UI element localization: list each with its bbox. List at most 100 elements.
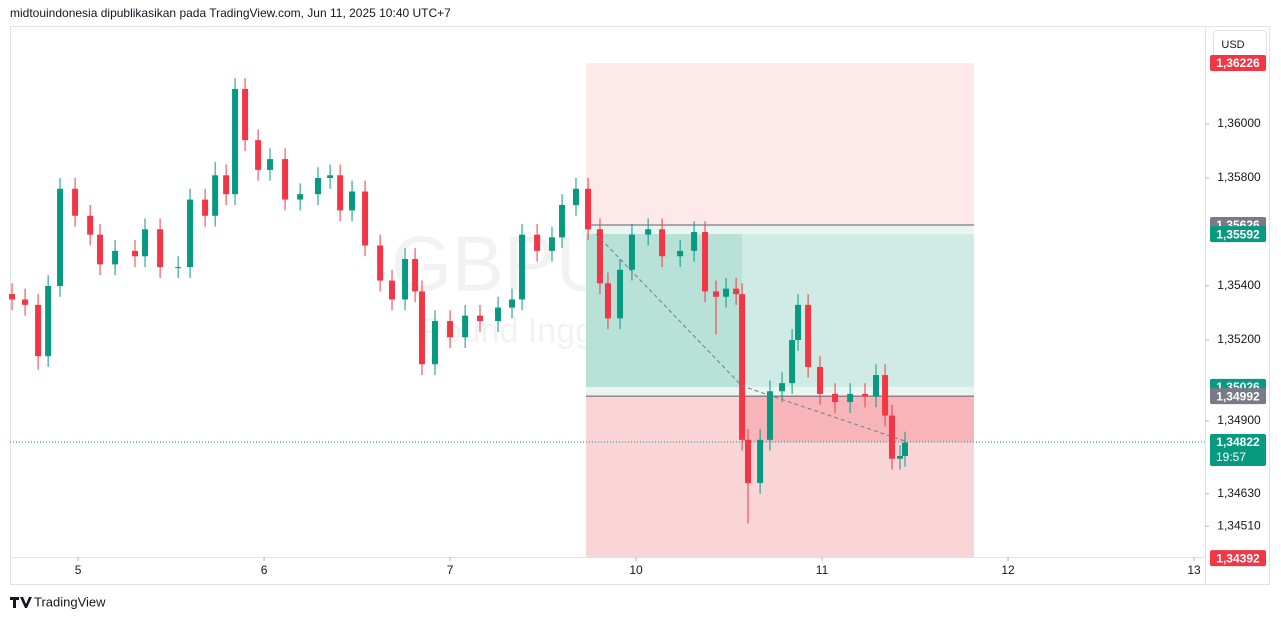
price-tag — [1210, 226, 1266, 243]
candle-body — [805, 304, 812, 367]
candle-body — [232, 88, 239, 195]
x-tick-label: 7 — [447, 563, 454, 577]
x-tick-label: 5 — [75, 563, 82, 577]
price-tag — [1210, 434, 1266, 467]
x-tick-label: 10 — [629, 563, 643, 577]
candle-body — [713, 291, 720, 297]
candle-body — [157, 229, 164, 268]
price-tag — [1210, 54, 1266, 71]
candles — [9, 78, 908, 524]
price-tag — [1210, 388, 1266, 405]
candle-body — [882, 375, 889, 416]
x-tick-label: 11 — [816, 563, 829, 577]
candle-body — [495, 307, 502, 322]
price-tag-label: 1,36226 — [1216, 56, 1260, 70]
candle-body — [604, 283, 611, 319]
candle-body — [559, 204, 566, 238]
zones — [10, 62, 1205, 559]
candle-body — [315, 177, 322, 195]
brand-logo — [10, 597, 32, 608]
candle-body — [585, 188, 592, 230]
x-tick-label: 6 — [261, 563, 268, 577]
currency-label[interactable]: USD — [1221, 39, 1244, 51]
candle-body — [596, 229, 603, 284]
candle-body — [377, 245, 384, 281]
candle-body — [431, 321, 438, 365]
candle-body — [45, 285, 52, 357]
price-tag-label: 1,34992 — [1216, 389, 1260, 403]
candle-body — [816, 366, 823, 394]
candle-body — [447, 321, 454, 338]
candle-body — [9, 294, 16, 300]
price-tag-countdown: 19:57 — [1216, 450, 1246, 464]
candle-body — [402, 258, 409, 300]
candle-body — [112, 250, 119, 265]
y-tick-label: 1,35200 — [1217, 332, 1261, 346]
y-tick-label: 1,36000 — [1217, 116, 1261, 130]
candle-body — [617, 269, 624, 319]
price-tag — [1210, 550, 1266, 567]
candle-body — [757, 439, 764, 484]
candle-body — [212, 175, 219, 216]
candle-body — [97, 234, 104, 265]
candle-body — [534, 234, 541, 251]
candle-body — [691, 231, 698, 251]
candle-body — [297, 194, 304, 200]
candle-body — [901, 442, 908, 457]
position-zone — [742, 396, 974, 443]
trend-sketch — [595, 233, 906, 442]
candle-body — [349, 191, 356, 211]
candle-body — [242, 88, 249, 141]
y-tick-label: 1,34630 — [1217, 486, 1261, 500]
candle-body — [267, 159, 274, 170]
candle-body — [779, 383, 786, 392]
x-tick-label: 13 — [1187, 563, 1201, 577]
candle-body — [362, 191, 369, 246]
candle-body — [862, 393, 869, 397]
brand-name: TradingView — [34, 594, 106, 609]
candle-body — [327, 175, 334, 178]
candle-body — [389, 280, 396, 300]
candle-body — [832, 393, 839, 403]
candle-body — [847, 393, 854, 403]
x-tick-label: 12 — [1001, 563, 1015, 577]
price-tag-label: 1,34822 — [1216, 435, 1260, 449]
candle-body — [87, 215, 94, 235]
axis: 1,36000 1,35800 1,35400 1,35200 1,34900 1,346… — [75, 116, 1261, 577]
candle-body — [766, 391, 773, 440]
candle-body — [628, 234, 635, 270]
candle-body — [418, 291, 425, 365]
candle-body — [477, 315, 484, 322]
currency-button[interactable]: USD — [1213, 30, 1267, 59]
candle-body — [255, 140, 262, 170]
y-tick-label: 1,34900 — [1217, 413, 1261, 427]
candle-body — [745, 439, 752, 484]
candle-body — [888, 415, 895, 459]
candle-body — [412, 258, 419, 292]
candle-body — [872, 375, 879, 397]
y-tick-label: 1,35800 — [1217, 170, 1261, 184]
chart-frame — [10, 26, 1270, 585]
candle-body — [337, 175, 344, 211]
footer: TradingView — [10, 594, 106, 609]
candle-body — [659, 229, 666, 257]
candle-body — [739, 294, 746, 440]
candle-body — [702, 231, 709, 292]
candle-body — [462, 315, 469, 338]
candle-body — [896, 456, 903, 459]
candle-body — [677, 250, 684, 257]
candle-body — [572, 188, 579, 205]
candle-body — [223, 175, 230, 195]
candle-body — [723, 288, 730, 297]
candle-body — [282, 159, 289, 200]
candle-body — [548, 237, 555, 251]
candle-body — [789, 339, 796, 384]
candle-body — [645, 229, 652, 235]
candle-body — [508, 299, 515, 308]
candle-body — [22, 299, 29, 305]
candle-body — [202, 199, 209, 216]
price-tags: 1,362261,356261,355921,350261,349921,348… — [1210, 54, 1266, 567]
candle-body — [795, 304, 802, 340]
